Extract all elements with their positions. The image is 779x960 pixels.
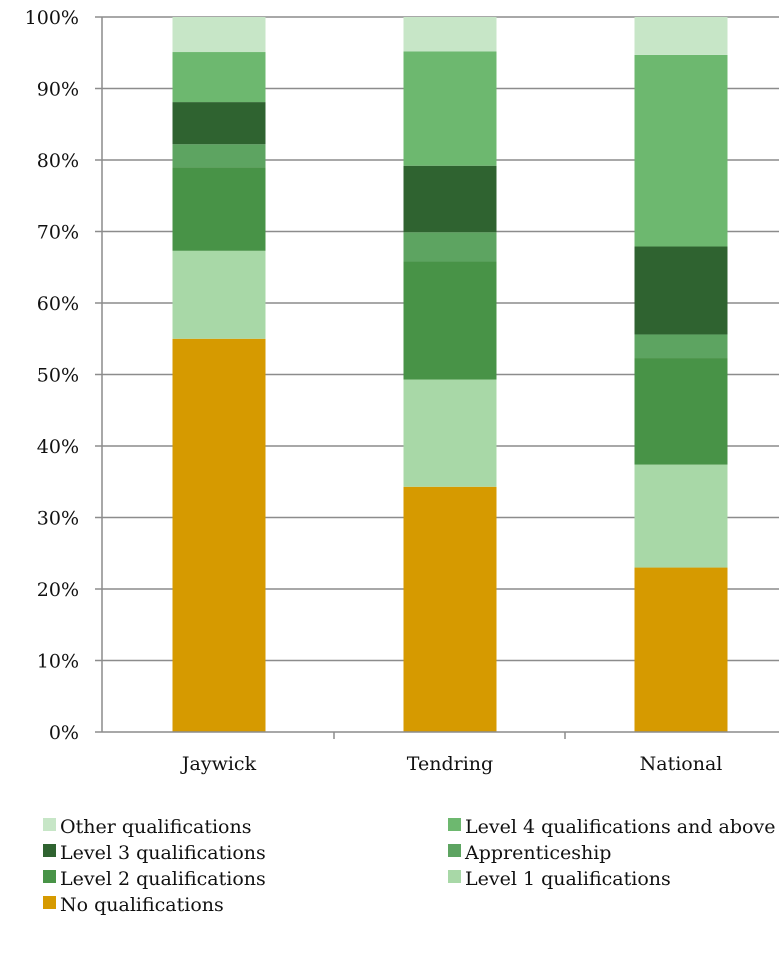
legend-label: Level 4 qualifications and above <box>465 816 776 838</box>
y-tick-label: 70% <box>37 222 79 244</box>
y-tick-label: 80% <box>37 150 79 172</box>
bar-segment <box>634 17 728 55</box>
legend-swatch <box>448 843 461 857</box>
legend-item: No qualifications <box>43 894 224 916</box>
legend-label: Level 3 qualifications <box>60 842 266 864</box>
legend-swatch <box>43 895 56 909</box>
bar-stacks <box>172 17 728 732</box>
legend-item: Level 3 qualifications <box>43 842 266 864</box>
bar-segment <box>403 165 497 233</box>
legend: Other qualifications Level 4 qualificatio… <box>43 816 779 956</box>
bar-segment <box>403 17 497 52</box>
bar-segment <box>172 338 266 732</box>
y-tick-label: 50% <box>37 365 79 387</box>
bar-segment <box>172 17 266 53</box>
bar-segment <box>403 379 497 487</box>
legend-swatch <box>43 817 56 831</box>
bar-segment <box>172 250 266 339</box>
legend-label: Apprenticeship <box>465 842 612 864</box>
legend-item: Level 2 qualifications <box>43 868 266 890</box>
y-tick-label: 20% <box>37 579 79 601</box>
axes <box>95 16 779 739</box>
legend-swatch <box>43 869 56 883</box>
y-axis-tick-labels: 0% 10% 20% 30% 40% 50% 60% 70% 80% 90% 100% <box>25 7 79 744</box>
legend-label: No qualifications <box>60 894 224 916</box>
legend-swatch <box>43 843 56 857</box>
bar-segment <box>403 486 497 732</box>
y-tick-label: 90% <box>37 79 79 101</box>
bar-segment <box>403 232 497 262</box>
bar-segment <box>634 567 728 732</box>
bar-segment <box>172 144 266 168</box>
y-tick-label: 60% <box>37 293 79 315</box>
y-tick-label: 0% <box>49 722 79 744</box>
x-axis-tick-labels: Jaywick Tendring National <box>180 753 722 775</box>
x-tick-label: National <box>640 753 723 775</box>
stacked-bar-chart: 0% 10% 20% 30% 40% 50% 60% 70% 80% 90% 100% Jaywic… <box>25 7 779 775</box>
y-tick-label: 30% <box>37 508 79 530</box>
x-tick-label: Tendring <box>407 753 493 775</box>
legend-swatch <box>448 869 461 883</box>
legend-item: Apprenticeship <box>448 842 611 864</box>
legend-item: Level 4 qualifications and above <box>448 816 775 838</box>
bar-segment <box>403 261 497 380</box>
bar-segment <box>634 54 728 247</box>
legend-label: Level 1 qualifications <box>465 868 671 890</box>
bar-segment <box>403 51 497 166</box>
bar-segment <box>634 246 728 335</box>
y-tick-label: 10% <box>37 651 79 673</box>
y-tick-label: 100% <box>25 7 79 29</box>
x-tick-label: Jaywick <box>180 753 257 775</box>
legend-label: Level 2 qualifications <box>60 868 266 890</box>
bar-segment <box>634 334 728 359</box>
legend-swatch <box>448 817 461 831</box>
bar-segment <box>172 102 266 145</box>
legend-item: Level 1 qualifications <box>448 868 671 890</box>
y-tick-label: 40% <box>37 436 79 458</box>
bar-segment <box>634 464 728 568</box>
legend-label: Other qualifications <box>60 816 252 838</box>
bar-segment <box>634 358 728 465</box>
bar-segment <box>172 52 266 103</box>
bar-segment <box>172 167 266 251</box>
legend-item: Other qualifications <box>43 816 251 838</box>
